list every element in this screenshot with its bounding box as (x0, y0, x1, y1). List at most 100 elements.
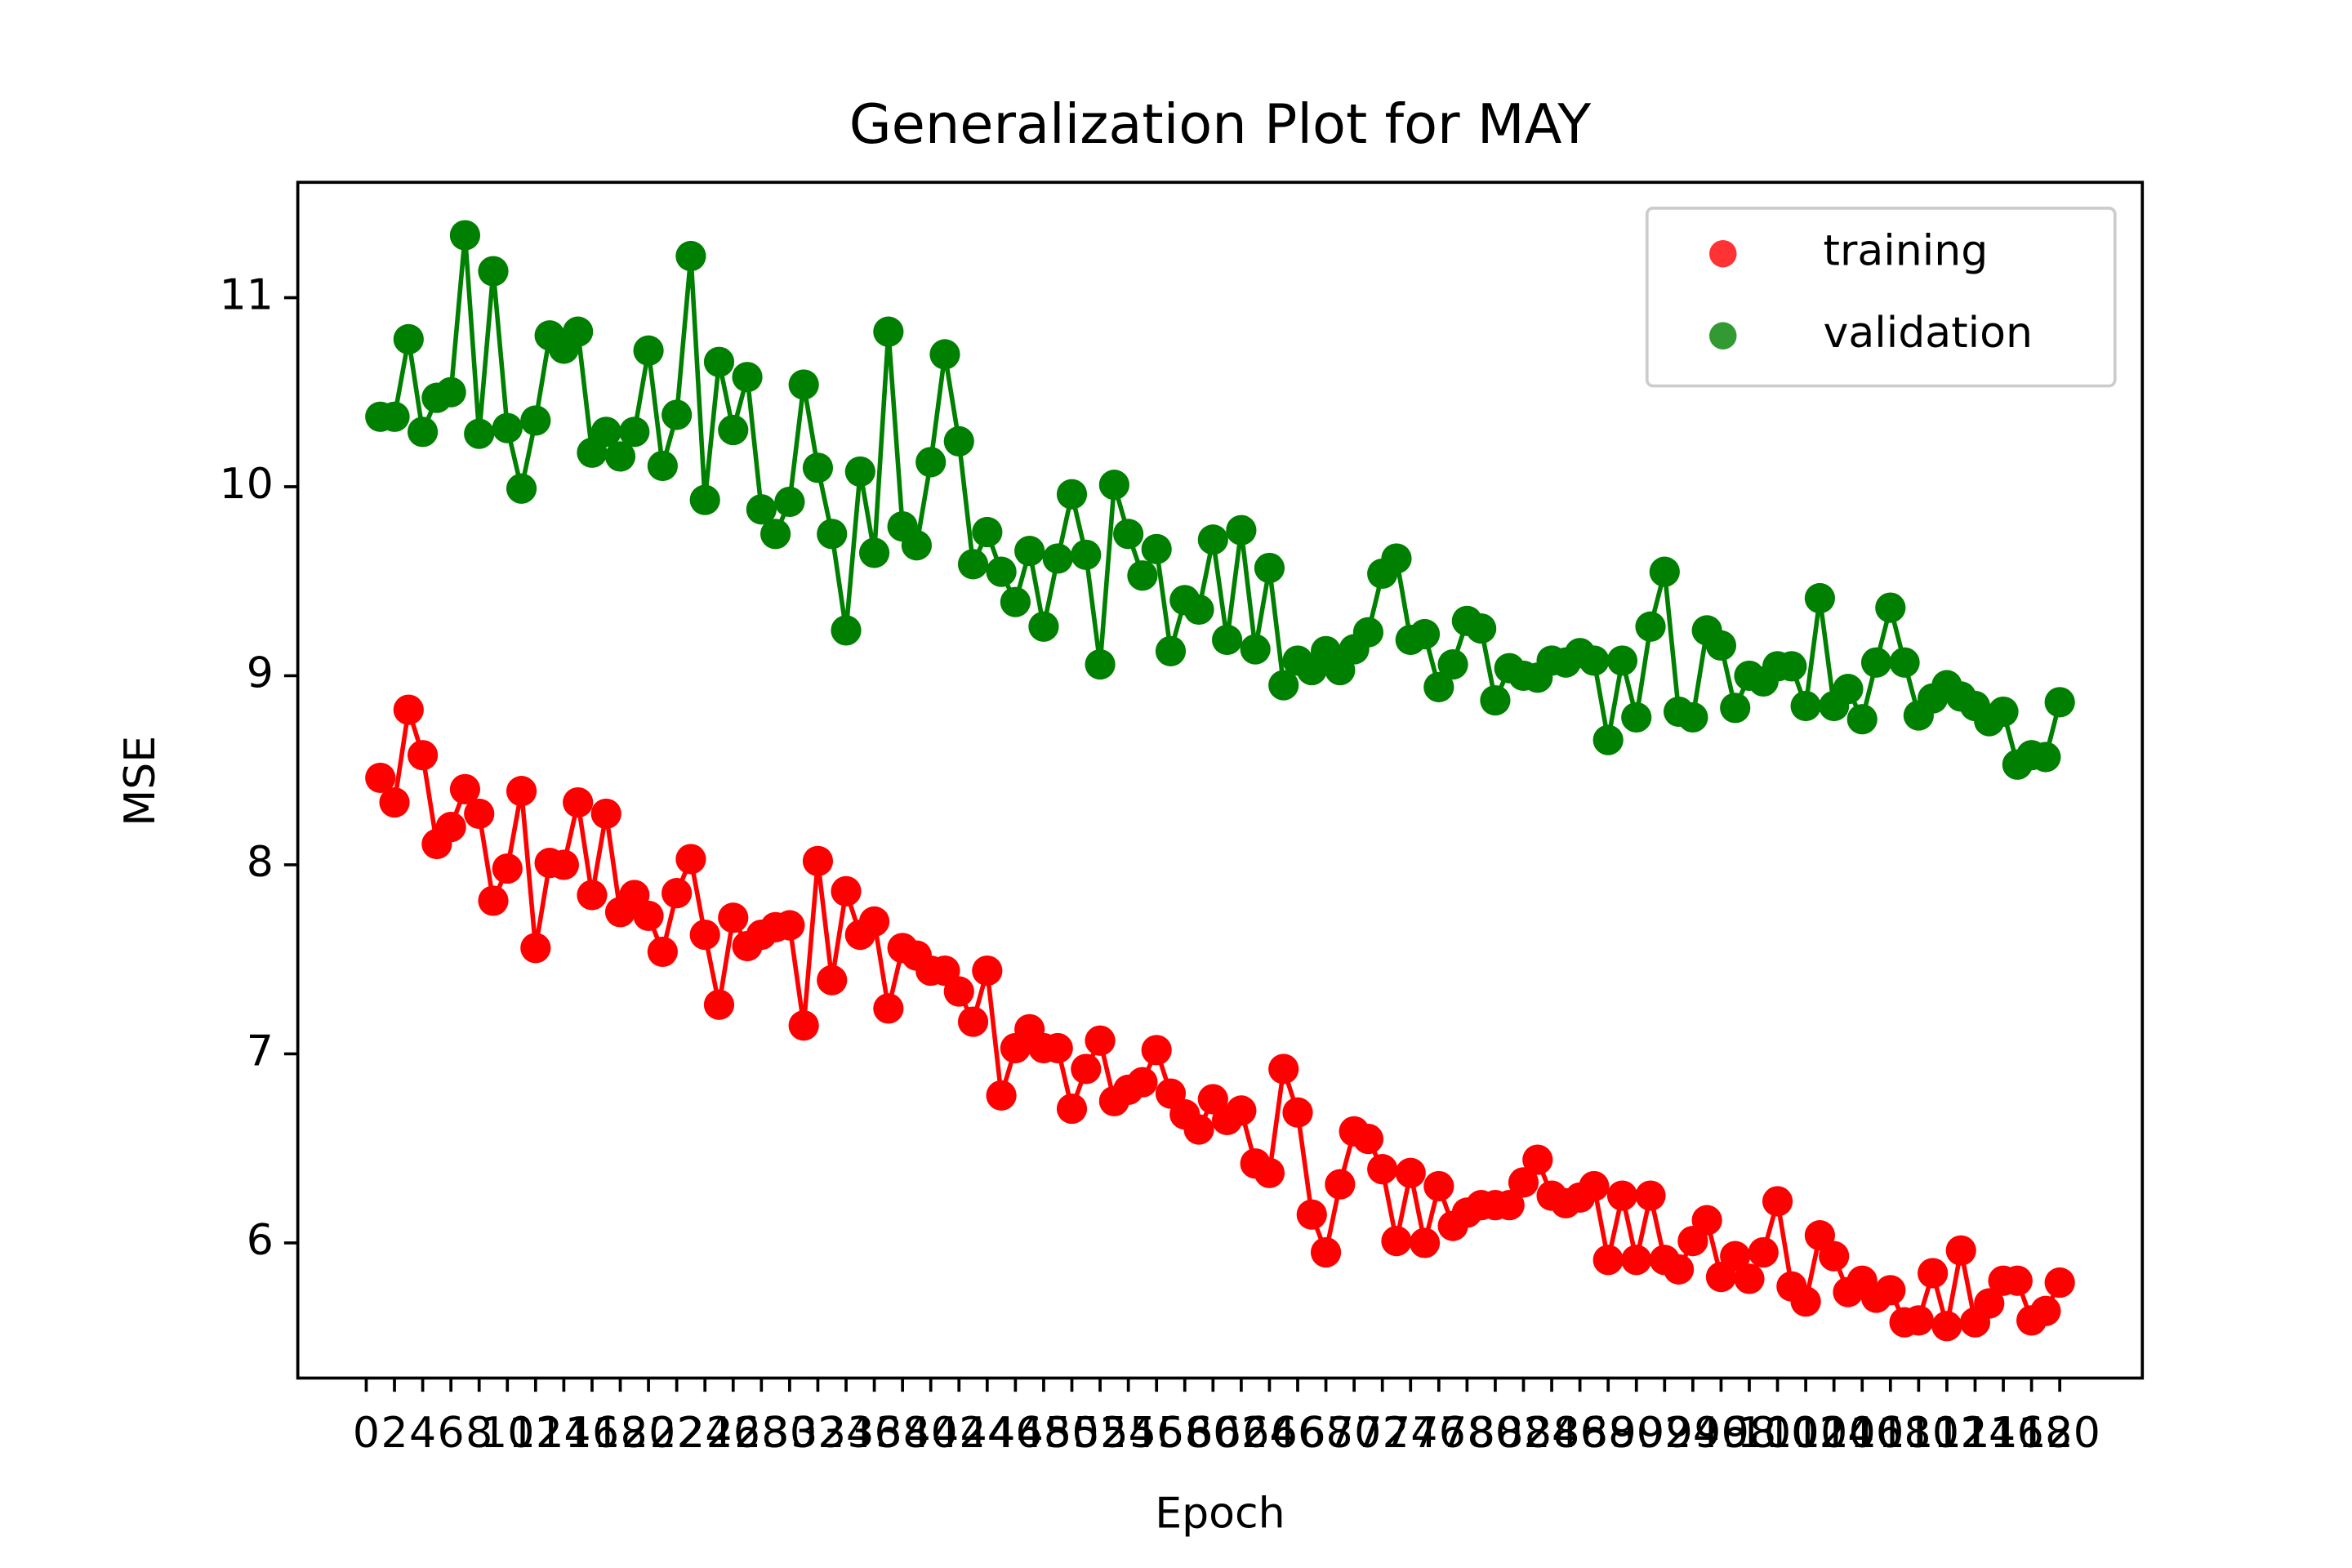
x-tick-label: 76 (1412, 1409, 1466, 1458)
data-point (675, 844, 706, 875)
data-point (732, 362, 763, 393)
x-tick-label: 84 (1525, 1409, 1579, 1458)
data-point (1819, 1241, 1850, 1272)
x-tick-label: 114 (1935, 1409, 2016, 1458)
x-tick-label: 106 (1822, 1409, 1903, 1458)
data-point (633, 335, 664, 366)
data-point (1409, 1227, 1441, 1258)
data-point (1056, 479, 1088, 510)
data-point (858, 906, 890, 937)
data-point (1889, 647, 1920, 678)
data-point (703, 346, 735, 377)
data-point (1113, 519, 1144, 550)
data-point (577, 880, 608, 911)
data-point (1071, 539, 1102, 570)
data-point (506, 473, 537, 504)
data-point (1268, 1054, 1299, 1085)
y-tick-label: 6 (247, 1216, 274, 1265)
data-point (1592, 1245, 1624, 1276)
data-point (2044, 1267, 2075, 1298)
x-tick-label: 42 (932, 1409, 986, 1458)
x-tick-label: 100 (1737, 1409, 1818, 1458)
data-point (1141, 533, 1172, 564)
x-tick-label: 28 (734, 1409, 788, 1458)
data-point (802, 845, 834, 876)
data-point (1974, 1288, 2005, 1319)
data-point (2030, 742, 2061, 773)
data-point (1621, 702, 1652, 733)
data-point (407, 416, 439, 448)
data-point (929, 339, 960, 370)
x-tick-label: 26 (706, 1409, 760, 1458)
data-point (1988, 696, 2019, 728)
data-point (1790, 1286, 1821, 1317)
legend-label: training (1824, 227, 1989, 276)
x-tick-label: 38 (875, 1409, 929, 1458)
x-tick-label: 118 (1991, 1409, 2072, 1458)
data-point (817, 519, 848, 550)
data-point (492, 853, 523, 884)
data-point (449, 220, 481, 251)
data-point (943, 976, 974, 1007)
x-tick-label: 68 (1298, 1409, 1352, 1458)
data-point (972, 955, 1003, 987)
data-point (506, 776, 537, 807)
data-point (1875, 592, 1906, 623)
y-tick-label: 8 (247, 838, 274, 887)
x-tick-label: 86 (1552, 1409, 1606, 1458)
data-point (1296, 1199, 1327, 1230)
data-point (2030, 1295, 2061, 1326)
x-tick-label: 110 (1878, 1409, 1959, 1458)
data-point (703, 989, 735, 1020)
y-tick-label: 10 (220, 460, 274, 509)
data-point (689, 484, 720, 515)
x-tick-label: 40 (904, 1409, 958, 1458)
x-tick-label: 82 (1496, 1409, 1550, 1458)
data-point (379, 401, 410, 432)
data-point (2044, 687, 2075, 718)
data-point (1226, 1095, 1257, 1126)
data-point (1141, 1035, 1172, 1066)
data-point (1127, 560, 1158, 591)
data-point (1240, 634, 1271, 665)
data-point (1254, 1157, 1285, 1188)
x-tick-label: 102 (1765, 1409, 1846, 1458)
x-tick-label: 6 (438, 1409, 465, 1458)
x-tick-label: 60 (1186, 1409, 1240, 1458)
data-point (1381, 1226, 1412, 1257)
data-point (1621, 1245, 1652, 1276)
x-tick-label: 22 (650, 1409, 704, 1458)
x-tick-label: 78 (1440, 1409, 1494, 1458)
data-point (788, 369, 819, 400)
x-tick-label: 8 (466, 1409, 492, 1458)
x-tick-label: 80 (1468, 1409, 1522, 1458)
plot-frame (296, 180, 2145, 1380)
data-point (1268, 670, 1299, 701)
x-tick-label: 52 (1073, 1409, 1127, 1458)
data-point (1903, 1305, 1934, 1336)
data-point (1098, 470, 1129, 501)
data-point (986, 1080, 1017, 1111)
data-point (1085, 1025, 1116, 1056)
data-point (1579, 1170, 1610, 1202)
x-tick-label: 34 (819, 1409, 873, 1458)
x-tick-label: 64 (1242, 1409, 1296, 1458)
x-tick-label: 108 (1850, 1409, 1931, 1458)
x-tick-label: 72 (1356, 1409, 1410, 1458)
x-tick-label: 12 (509, 1409, 563, 1458)
x-tick-label: 16 (565, 1409, 619, 1458)
data-point (1423, 671, 1454, 702)
data-point (1691, 1205, 1722, 1236)
data-point (662, 878, 693, 909)
data-point (1875, 1275, 1906, 1306)
data-point (788, 1010, 819, 1041)
x-tick-label: 0 (353, 1409, 380, 1458)
data-point (718, 414, 749, 446)
data-point (619, 416, 650, 448)
data-point (1254, 552, 1285, 584)
data-point (1466, 612, 1497, 644)
data-point (662, 399, 693, 430)
x-tick-label: 74 (1383, 1409, 1437, 1458)
legend-box (1645, 207, 2117, 388)
data-point (407, 740, 439, 771)
